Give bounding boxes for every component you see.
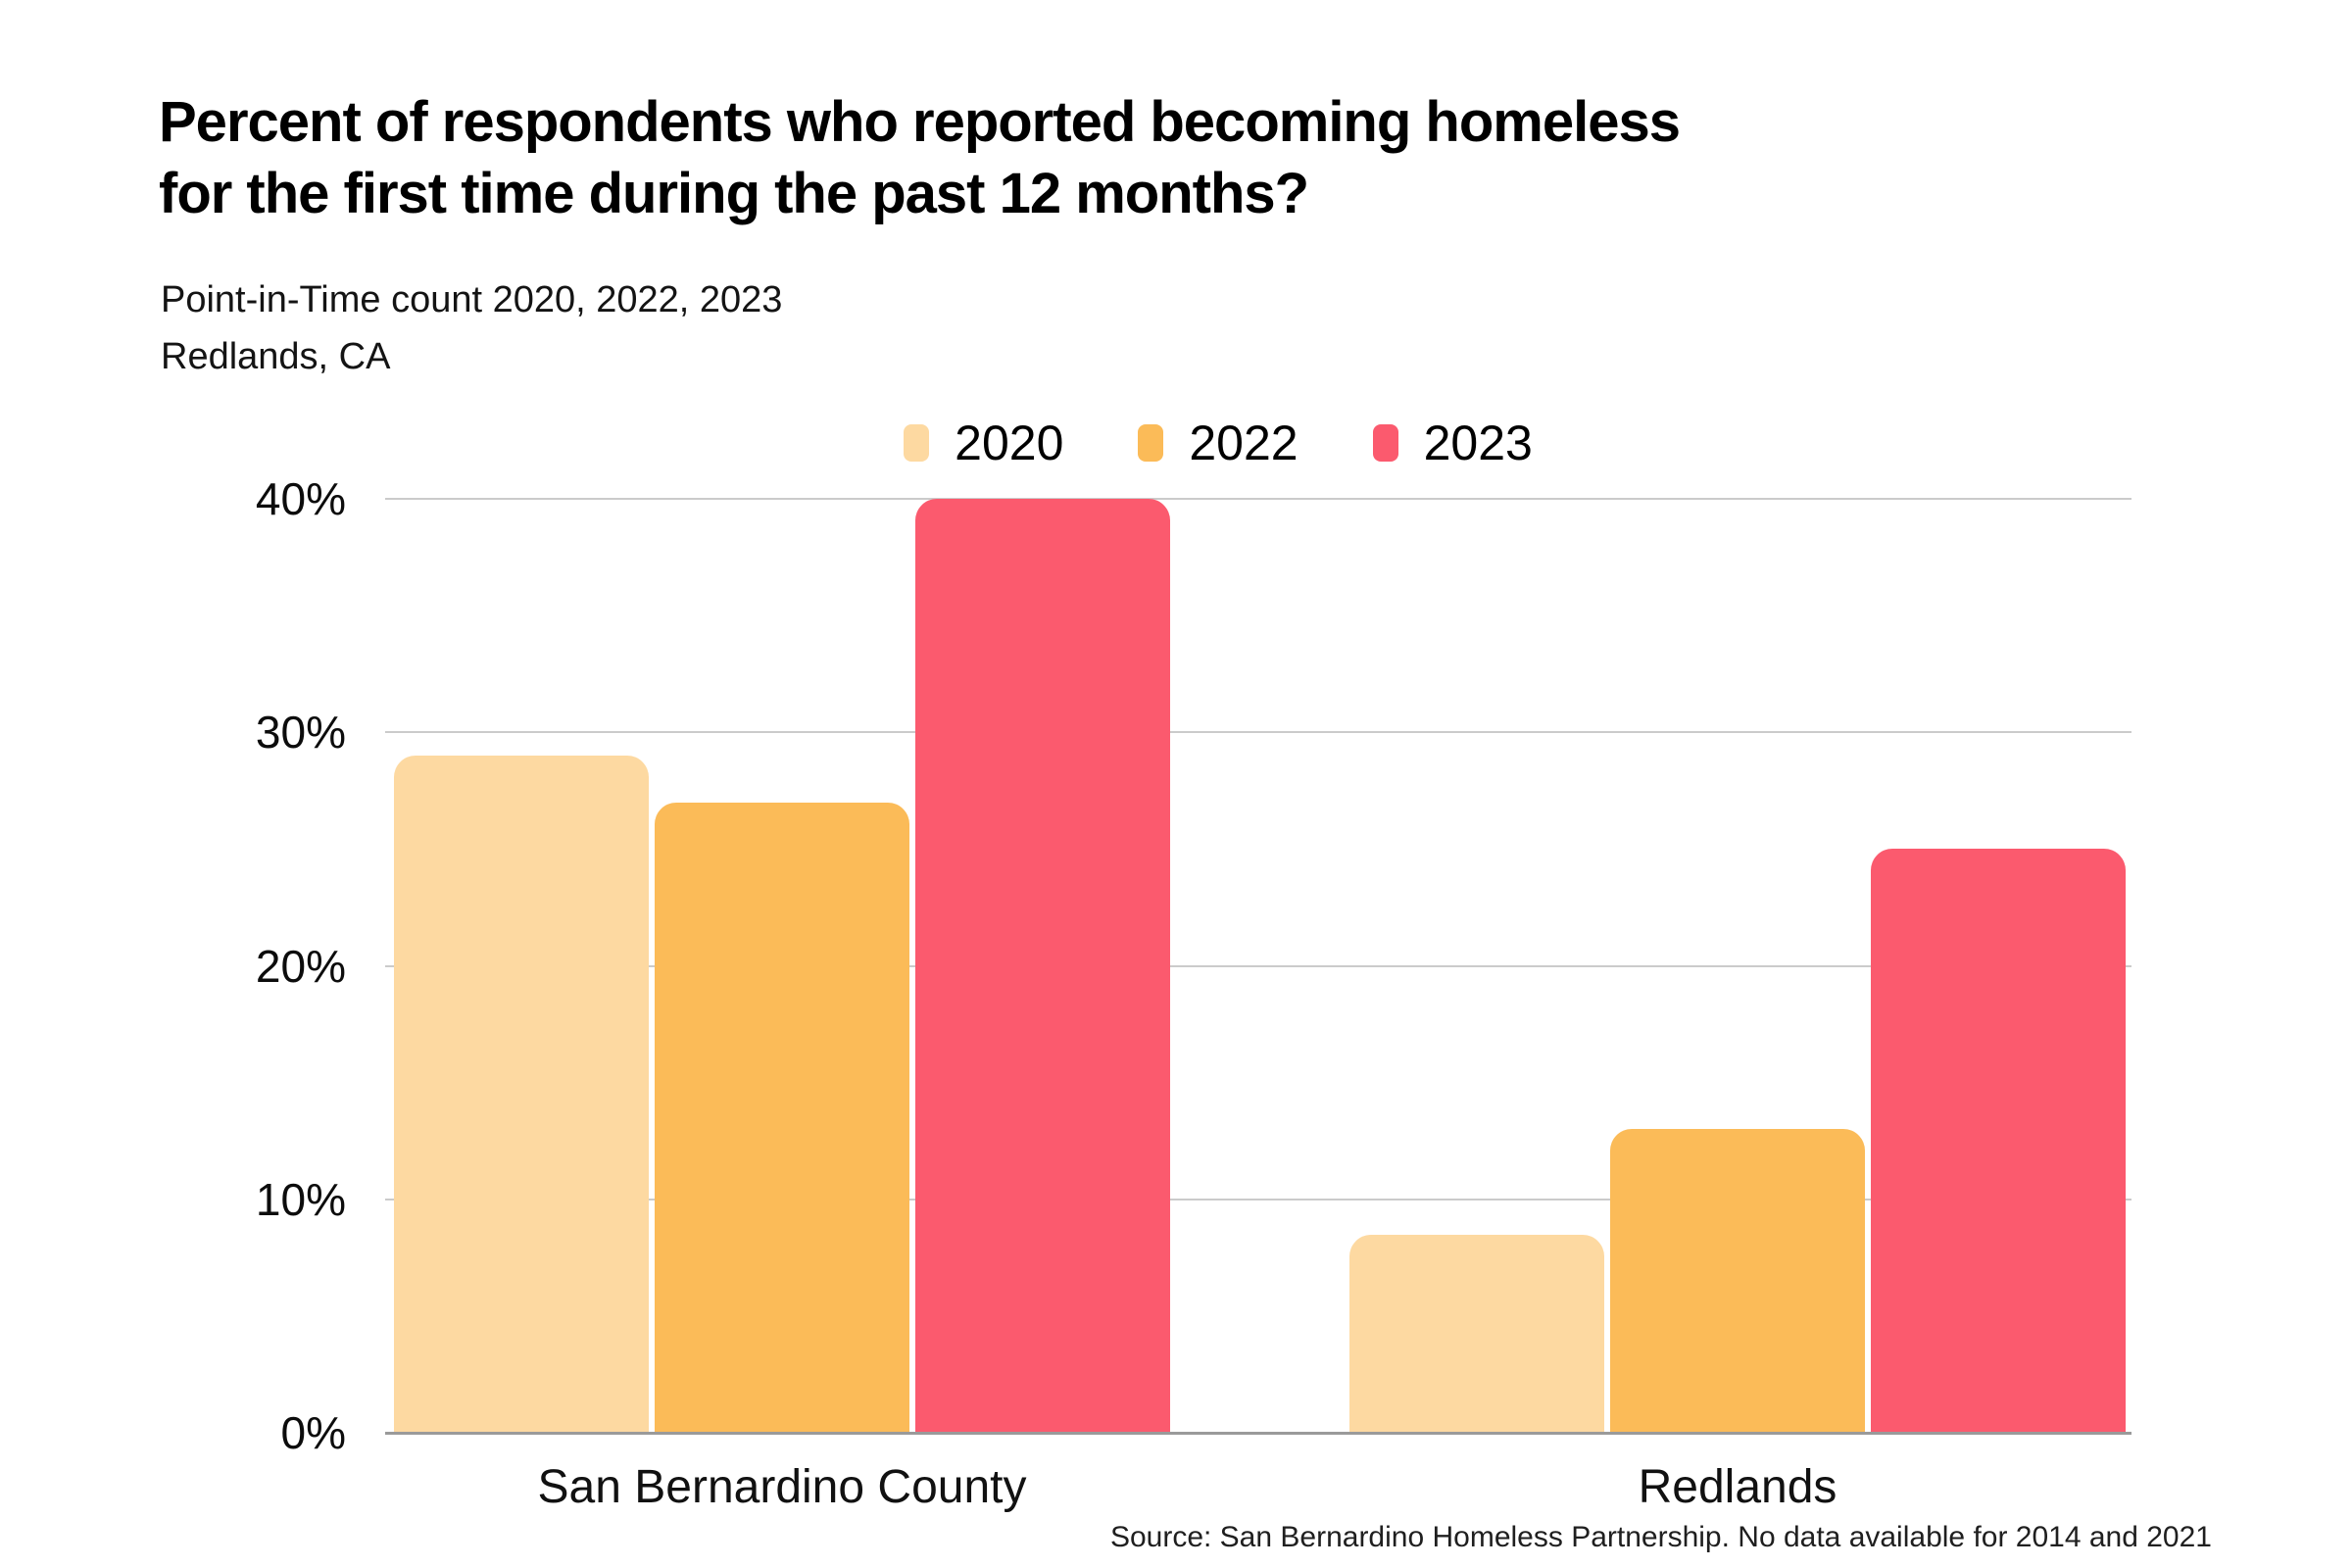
legend-swatch-2020 xyxy=(904,424,930,462)
legend-item-2020: 2020 xyxy=(904,415,1063,471)
bar-2022-redlands xyxy=(1610,1129,1865,1433)
bar-group-redlands xyxy=(1349,499,2126,1433)
legend-label-2020: 2020 xyxy=(955,416,1064,470)
legend-label-2022: 2022 xyxy=(1189,416,1298,470)
gridline-40 xyxy=(385,498,2132,500)
y-axis-tick-label-20: 20% xyxy=(255,940,346,992)
bar-group-san-bernardino-county xyxy=(394,499,1170,1433)
bar-2023-redlands xyxy=(1871,849,2126,1433)
gridline-30 xyxy=(385,731,2132,734)
y-axis-tick-label-0: 0% xyxy=(280,1407,346,1458)
chart-title: Percent of respondents who reported beco… xyxy=(159,90,1681,226)
gridline-0 xyxy=(385,1432,2132,1435)
bar-2020-redlands xyxy=(1349,1234,1604,1433)
legend-item-2022: 2022 xyxy=(1138,415,1298,471)
subtitle-line-location: Redlands, CA xyxy=(161,335,391,377)
x-axis-label-redlands: Redlands xyxy=(1638,1461,1838,1513)
gridline-10 xyxy=(385,1198,2132,1200)
gridline-20 xyxy=(385,964,2132,967)
legend-swatch-2022 xyxy=(1138,424,1164,462)
bar-2022-san-bernardino-county xyxy=(655,802,909,1433)
y-axis-tick-label-40: 40% xyxy=(255,473,346,524)
bar-2020-san-bernardino-county xyxy=(394,756,649,1433)
y-axis-tick-label-10: 10% xyxy=(255,1173,346,1225)
legend: 2020 2022 2023 xyxy=(385,415,2051,471)
source-note: Source: San Bernardino Homeless Partners… xyxy=(1109,1521,2212,1553)
subtitle-line-count: Point-in-Time count 2020, 2022, 2023 xyxy=(161,279,783,320)
y-axis-tick-label-30: 30% xyxy=(255,707,346,759)
bar-2023-san-bernardino-county xyxy=(915,499,1170,1433)
legend-item-2023: 2023 xyxy=(1372,415,1533,471)
legend-swatch-2023 xyxy=(1372,424,1398,462)
x-axis-label-san-bernardino-county: San Bernardino County xyxy=(537,1461,1027,1513)
chart-subtitle: Point-in-Time count 2020, 2022, 2023 Red… xyxy=(161,272,782,386)
legend-label-2023: 2023 xyxy=(1423,416,1533,470)
plot-area: 0% 10% 20% 30% 40% San Bernardino County Redla… xyxy=(256,473,2132,1513)
